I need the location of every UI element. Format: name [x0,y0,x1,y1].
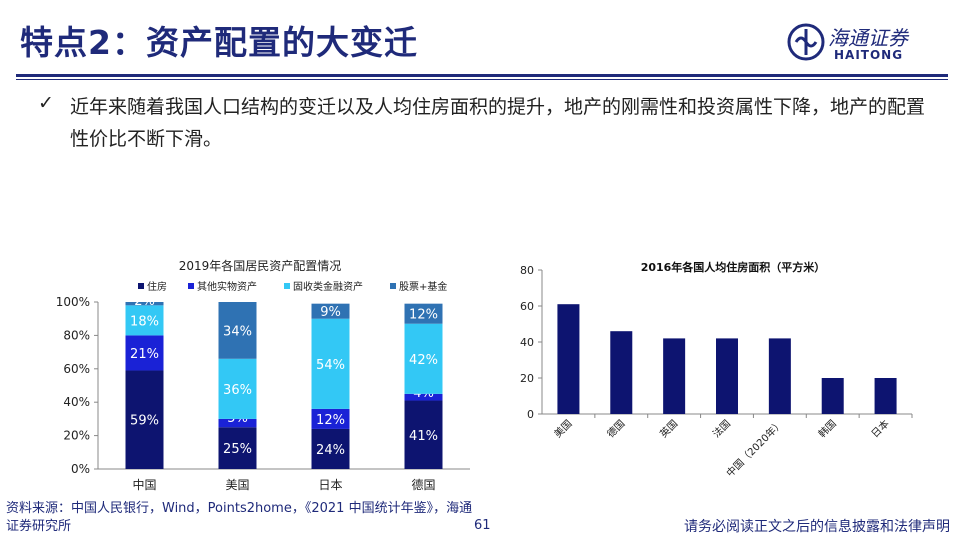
y-tick-label: 20 [520,372,534,385]
y-tick-label: 60% [63,362,90,376]
bar-segment [218,427,257,469]
title-rule-thick [16,74,948,77]
bar-data-label: 9% [320,305,341,320]
bar-data-label: 42% [409,353,438,368]
legend-swatch [284,283,290,289]
bar-segment [125,370,164,469]
bar-data-label: 24% [316,443,345,458]
bar-data-label: 41% [409,429,438,444]
chart-title: 2016年各国人均住房面积（平方米） [641,260,826,274]
bar-segment [125,305,164,336]
page-number: 61 [474,518,491,533]
y-tick-label: 100% [56,295,90,309]
y-tick-label: 0% [71,462,90,476]
y-tick-label: 60 [520,300,534,313]
bar-segment [311,408,350,429]
logo-en: HAITONG [834,48,904,62]
bar-data-label: 54% [316,358,345,373]
bar-segment [404,323,443,394]
bar-segment [404,303,443,324]
y-tick-label: 40% [63,395,90,409]
bar-data-label: 2% [134,294,155,309]
bar [663,338,686,414]
bullet-text: 近年来随着我国人口结构的变迁以及人均住房面积的提升，地产的刚需性和投资属性下降，… [70,96,926,150]
bar-segment [125,335,164,371]
y-tick-label: 20% [63,429,90,443]
bar-segment [218,358,257,419]
bar [768,338,791,414]
bar [821,378,844,414]
x-tick-label: 中国 [132,477,156,492]
bar-segment [218,302,257,359]
legend-swatch [138,283,144,289]
x-tick-label: 日本 [868,417,891,440]
y-tick-label: 80% [63,328,90,342]
check-mark-icon: ✓ [38,92,54,114]
bar-data-label: 21% [130,347,159,362]
bar-segment [218,418,257,428]
logo-name: 海通证券 [828,26,908,50]
bar-data-label: 18% [130,314,159,329]
bar [716,338,738,414]
bar [557,304,580,414]
bar-data-label: 12% [409,308,438,323]
x-tick-label: 德国 [411,477,435,492]
bar-data-label: 59% [130,414,159,429]
bar-segment [311,303,350,319]
y-tick-label: 0 [527,408,534,421]
bar-data-label: 25% [223,442,252,457]
bar-data-label: 36% [223,383,252,398]
bar-segment [311,318,350,409]
legend-label: 住房 [147,280,167,293]
chart-title: 2019年各国居民资产配置情况 [179,258,342,273]
x-tick-label: 德国 [604,417,627,440]
source-note: 资料来源：中国人民银行，Wind，Points2home，《2021 中国统计年… [6,501,473,534]
bar-segment [125,302,164,306]
x-tick-label: 日本 [318,478,342,492]
bar [874,378,897,414]
disclaimer: 请务必阅读正文之后的信息披露和法律声明 [684,519,950,535]
bar-segment [311,428,350,469]
x-tick-label: 法国 [710,417,733,440]
x-tick-label: 英国 [657,417,680,440]
bar [610,331,633,414]
bar-segment [404,393,443,401]
page-title: 特点2：资产配置的大变迁 [20,23,418,62]
y-tick-label: 80 [520,264,534,277]
legend-swatch [390,283,396,289]
x-tick-label: 美国 [225,478,249,492]
haitong-logo: 海通证券 HAITONG [786,20,926,64]
y-tick-label: 40 [520,336,534,349]
title-rule-thin [16,79,948,80]
legend-label: 其他实物资产 [197,280,257,293]
legend-label: 股票+基金 [399,280,447,293]
x-tick-label: 美国 [551,417,574,440]
legend-swatch [188,283,194,289]
bar-segment [404,400,443,469]
bar-data-label: 12% [316,413,345,428]
x-tick-label: 韩国 [816,417,839,440]
legend-label: 固收类金融资产 [293,280,363,293]
haitong-emblem-icon [787,23,825,61]
bar-data-label: 34% [223,324,252,339]
